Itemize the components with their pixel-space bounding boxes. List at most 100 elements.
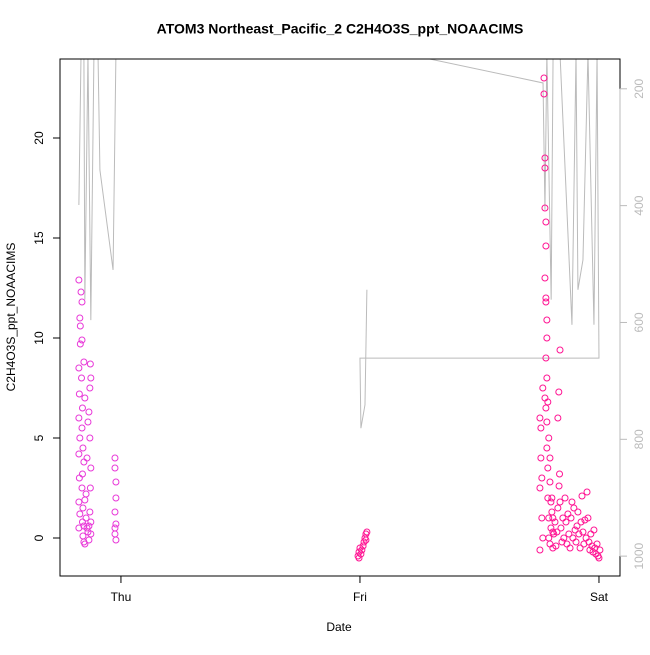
point [111,454,119,462]
point [536,546,544,554]
point [78,518,86,526]
point [83,524,91,532]
point [541,164,549,172]
point [556,498,564,506]
point [542,242,550,250]
point [541,204,549,212]
point [85,522,93,530]
point [541,274,549,282]
point [86,384,94,392]
point [359,542,367,550]
point [81,394,89,402]
point [111,524,119,532]
point [536,484,544,492]
point [83,454,91,462]
point [75,390,83,398]
point [76,340,84,348]
point [541,154,549,162]
point [578,492,586,500]
point [81,540,89,548]
point [539,384,547,392]
y-tick-label: 15 [32,231,46,245]
point [596,546,604,554]
point [570,504,578,512]
point [546,454,554,462]
point [87,464,95,472]
point [555,482,563,490]
point [75,364,83,372]
point [355,554,363,562]
point [78,404,86,412]
y2-tick-label: 1000 [632,542,646,569]
point [78,484,86,492]
point [78,298,86,306]
point [574,508,582,516]
point [87,530,95,538]
point [543,316,551,324]
point [567,514,575,522]
point [545,514,553,522]
point [552,542,560,550]
point [566,544,574,552]
point [538,474,546,482]
point [358,546,366,554]
point [78,424,86,432]
point [572,538,580,546]
point [577,518,585,526]
point [78,336,86,344]
point [549,514,557,522]
point [553,528,561,536]
point [79,444,87,452]
point [85,408,93,416]
point [540,90,548,98]
point [363,528,371,536]
point [537,454,545,462]
y-tick-label: 0 [32,534,46,541]
point [544,464,552,472]
point [76,510,84,518]
x-tick-label: Fri [353,590,367,604]
point [547,498,555,506]
point [86,434,94,442]
point [554,504,562,512]
point [78,470,86,478]
point [595,554,603,562]
point [111,508,119,516]
x-tick-label: Sat [590,590,609,604]
point [542,294,550,302]
point [77,288,85,296]
point [562,518,570,526]
point [576,544,584,552]
point [360,538,368,546]
point [111,464,119,472]
point [544,398,552,406]
line-series [78,59,600,429]
point [546,478,554,486]
point [75,414,83,422]
point [112,494,120,502]
point [362,536,370,544]
y-axis-label: C2H4O3S_ppt_NOAACIMS [4,243,18,392]
point [543,444,551,452]
point [561,494,569,502]
point [579,528,587,536]
point [76,314,84,322]
point [76,322,84,330]
point [590,526,598,534]
point [79,504,87,512]
point [551,518,559,526]
point [80,358,88,366]
point [112,536,120,544]
y2-tick-label: 400 [632,195,646,215]
point [542,354,550,362]
point [76,434,84,442]
point [565,530,573,538]
point [82,490,90,498]
point [87,374,95,382]
point [543,334,551,342]
point [555,388,563,396]
point [86,360,94,368]
point [75,498,83,506]
x-axis-label: Date [326,620,352,634]
